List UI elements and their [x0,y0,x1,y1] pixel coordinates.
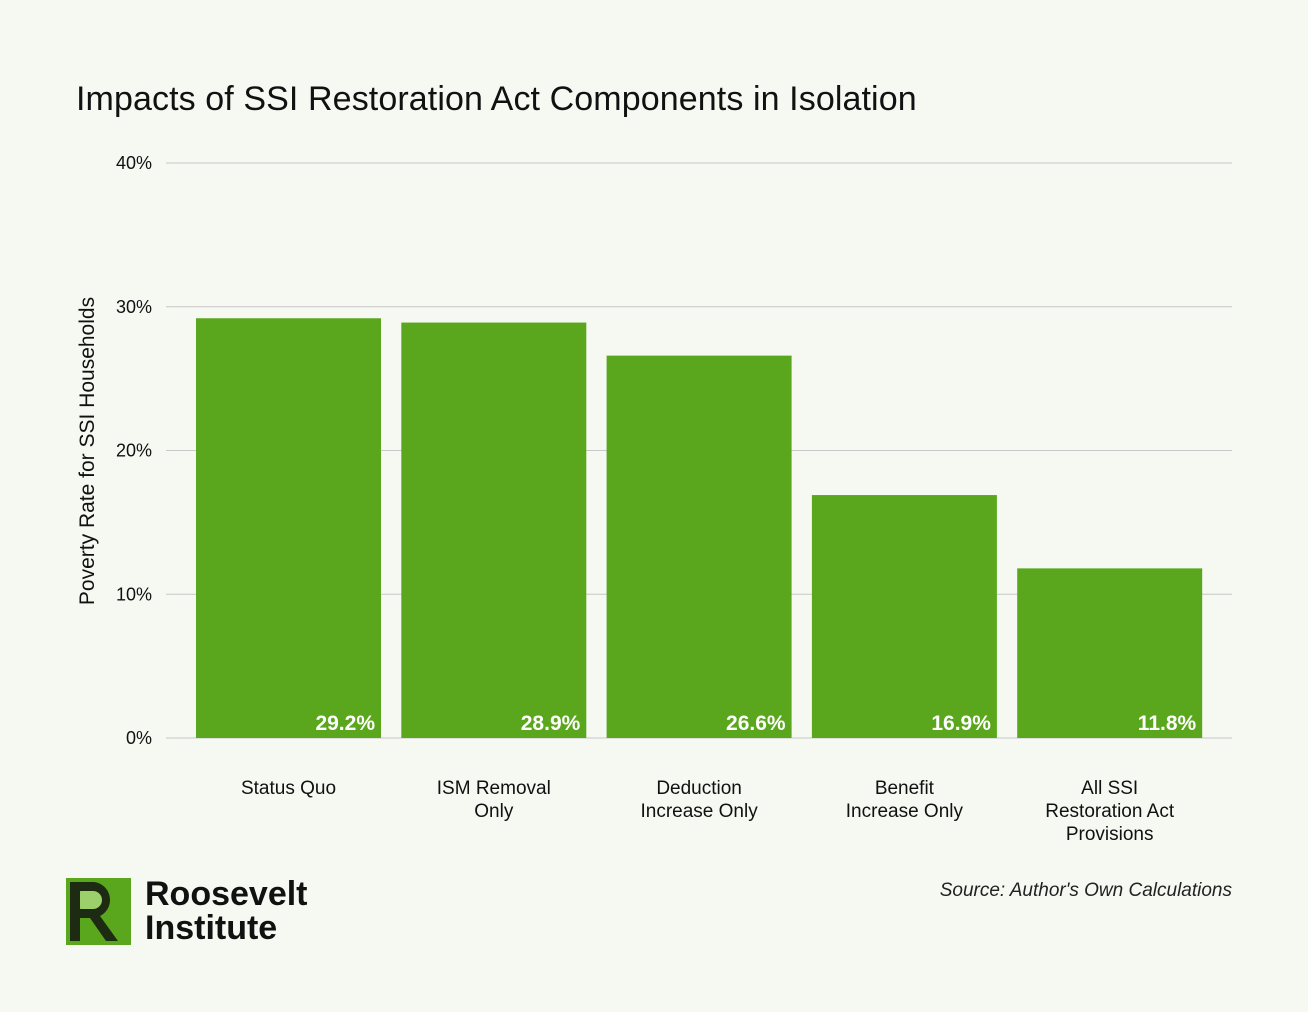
bar-value-label: 16.9% [931,712,991,735]
y-tick-label: 10% [116,584,152,604]
bars [196,318,1203,738]
bar [1017,568,1203,738]
y-tick-label: 40% [116,153,152,173]
x-category-label-line: ISM Removal [437,778,551,799]
chart-title: Impacts of SSI Restoration Act Component… [76,80,917,118]
source-note: Source: Author's Own Calculations [939,880,1232,901]
bar [811,495,997,738]
x-category-label-line: Provisions [1066,824,1154,845]
x-category-label: Status Quo [241,778,336,799]
bar [196,318,381,738]
bar [606,355,792,738]
bar-value-label: 11.8% [1138,712,1197,735]
y-axis-label: Poverty Rate for SSI Households [76,297,99,605]
x-category-label-line: Benefit [875,778,935,799]
x-category-label-line: Increase Only [846,801,964,822]
roosevelt-institute-logo: Roosevelt Institute [66,877,308,945]
y-tick-label: 0% [126,728,152,748]
x-category-label-line: Deduction [656,778,742,799]
x-category-label: All SSI Restoration Act Provisions [1045,778,1175,845]
logo-line-1: Roosevelt [145,875,308,913]
labels: 0% 10% 20% 30% 40% 29.2% Status Quo 28.9% ISM Re… [116,153,1197,845]
x-category-label-line: Only [474,801,514,822]
x-category-label-line: All SSI [1081,778,1138,799]
y-tick-label: 30% [116,297,152,317]
logo-wordmark: Roosevelt Institute [145,877,308,945]
bar-value-label: 29.2% [315,712,375,735]
y-tick-label: 20% [116,441,152,461]
roosevelt-r-logo-icon [66,877,131,945]
bar-value-label: 28.9% [521,712,581,735]
x-category-label: Benefit Increase Only [846,778,964,822]
x-category-label-line: Status Quo [241,778,336,799]
bar-value-label: 26.6% [726,712,786,735]
x-category-label: Deduction Increase Only [640,778,758,822]
x-category-label-line: Restoration Act [1045,801,1175,822]
x-category-label: ISM Removal Only [437,778,551,822]
logo-line-2: Institute [145,909,278,947]
x-category-label-line: Increase Only [640,801,758,822]
bar [401,322,587,738]
